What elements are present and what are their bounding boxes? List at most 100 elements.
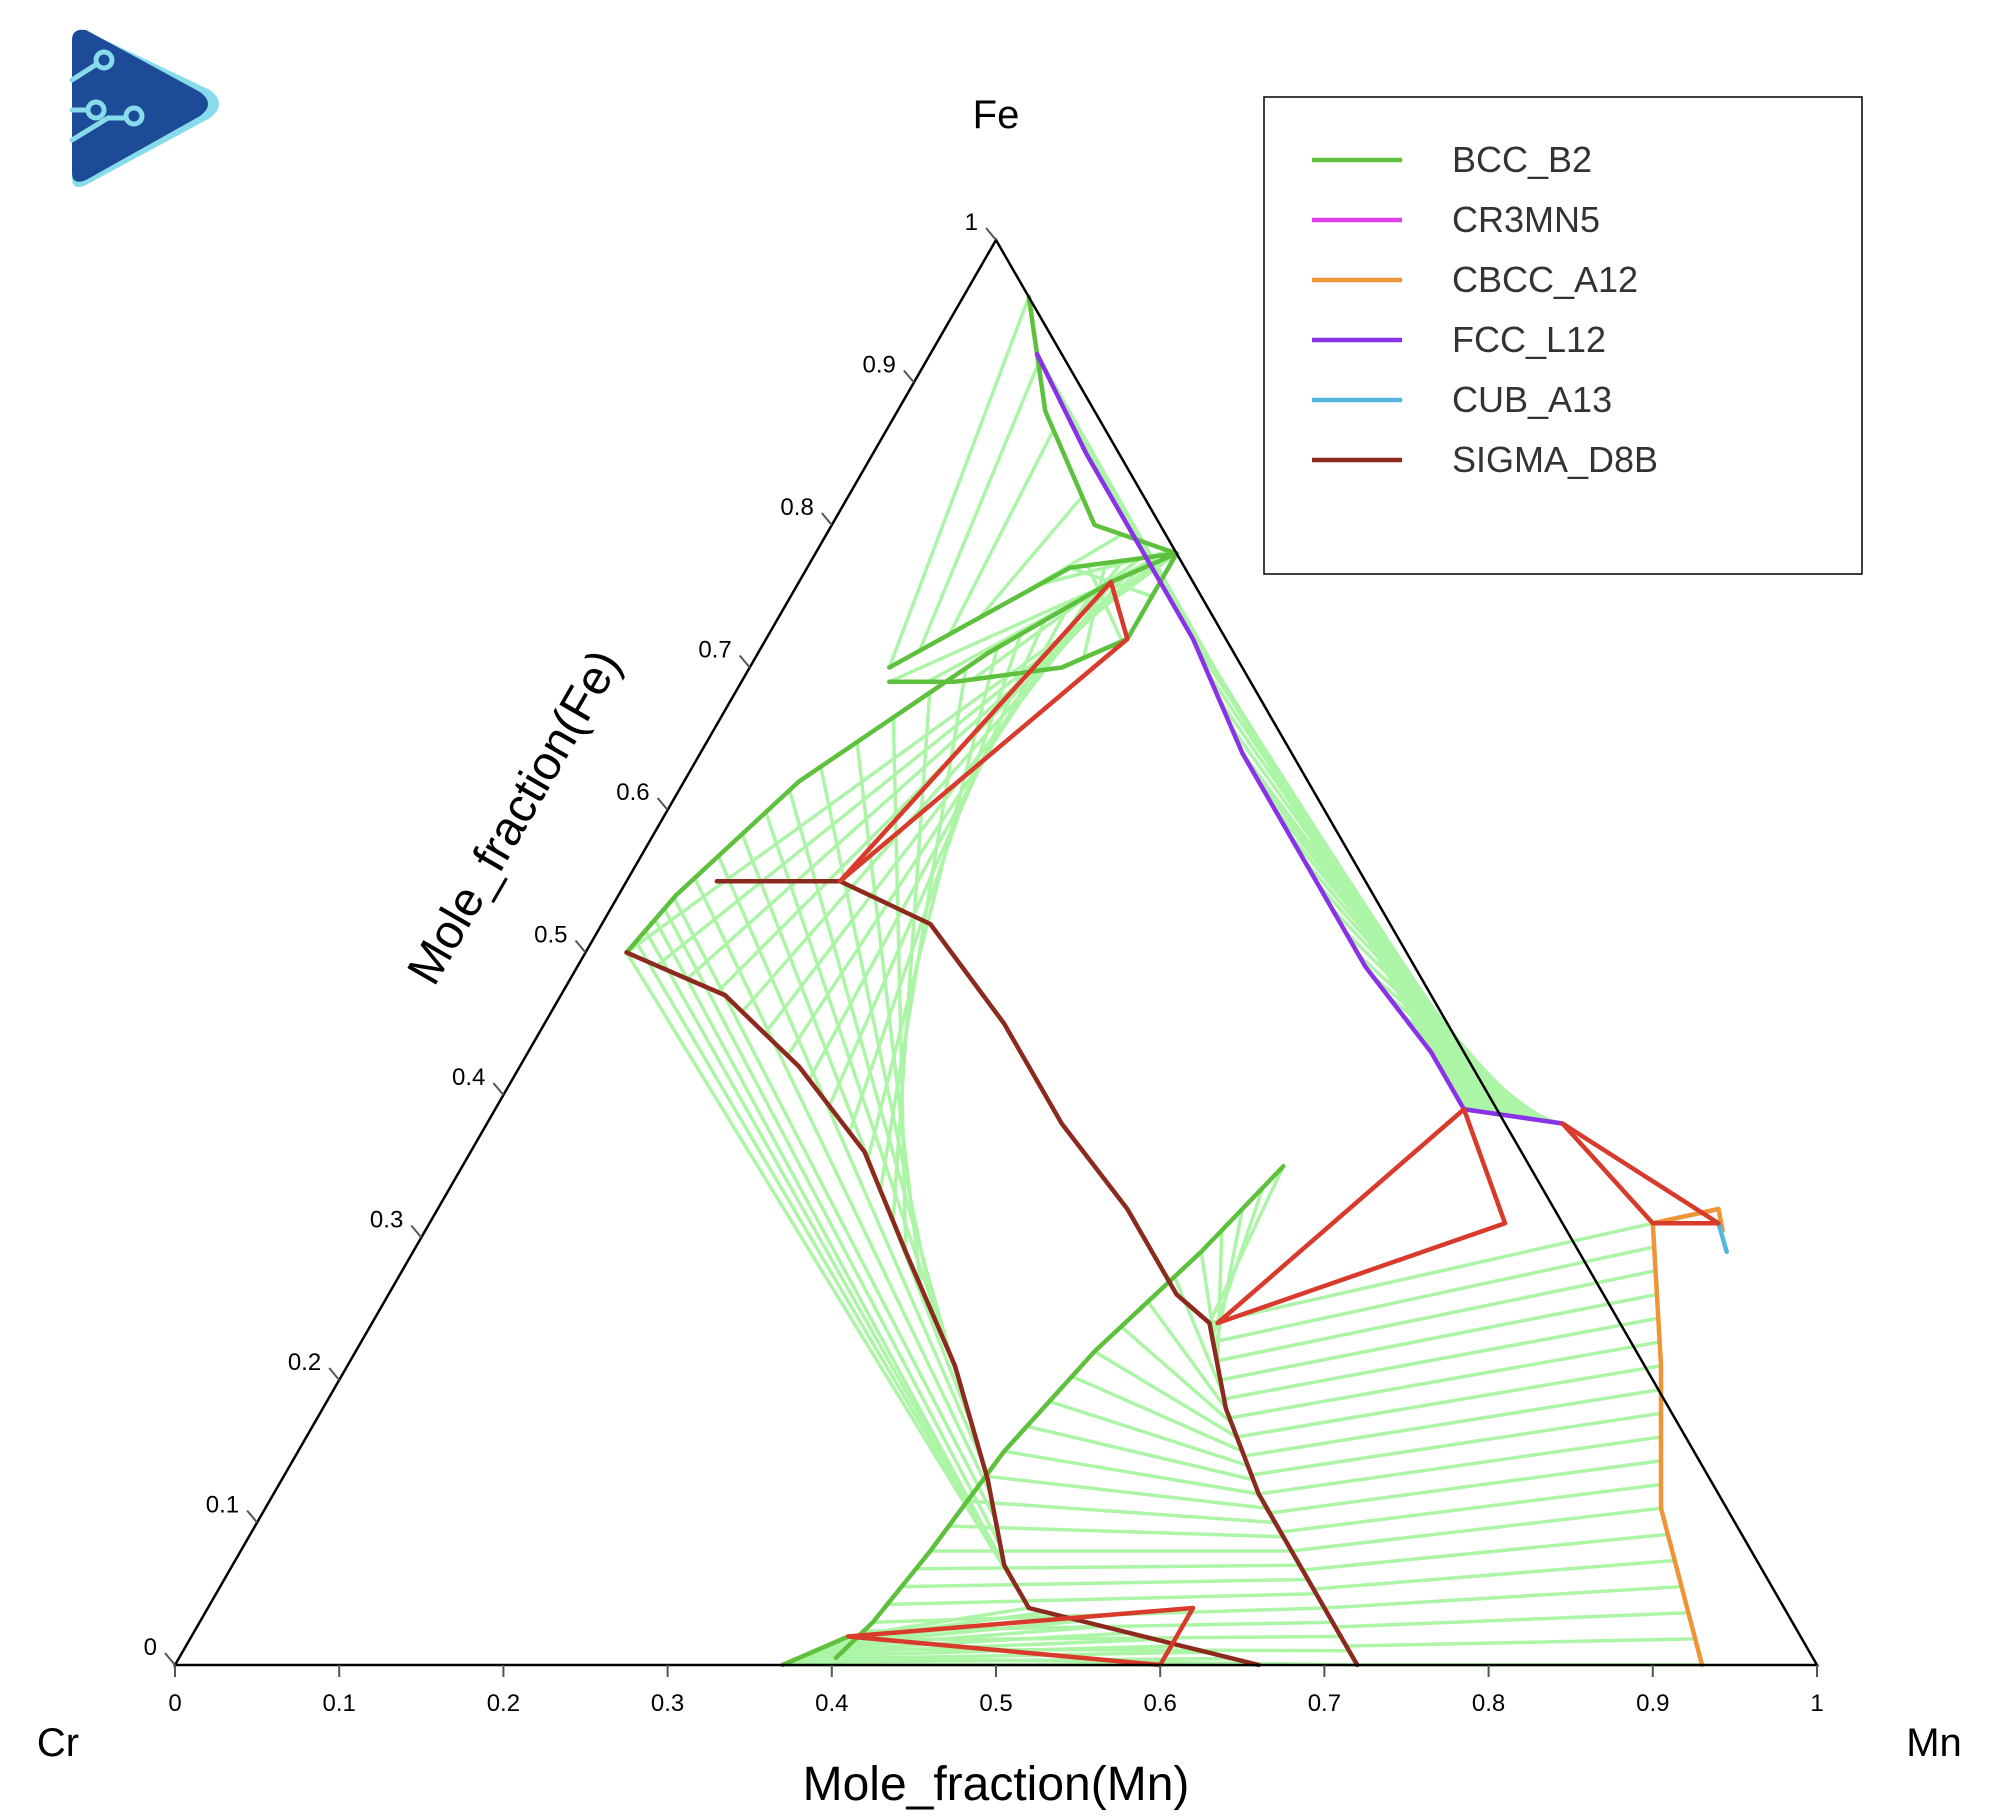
tie-line-17 [764,811,965,1393]
tie-line-65 [1215,1230,1224,1366]
boundary-sigma_d8b-9 [1026,1605,1261,1668]
tie-line-15 [819,766,938,1323]
tie-line-74 [1003,1449,1260,1496]
tie-line-125 [1081,562,1108,659]
left-tick-4 [492,1082,505,1096]
tie-line-98 [1280,1482,1662,1534]
tie-line-25 [634,940,1023,1596]
bottom-tick-label-7: 0.7 [1308,1690,1341,1717]
tie-line-75 [985,1474,1268,1510]
legend-label-fcc_l12: FCC_L12 [1452,319,1606,360]
tie-line-87 [1209,1221,1654,1325]
left-tick-10 [985,227,997,241]
corner-label-top: Fe [973,93,1020,137]
tie-line-90 [1220,1292,1658,1382]
left-tick-3 [410,1224,423,1239]
bottom-tick-label-3: 0.3 [651,1690,684,1717]
x-axis-label: Mole_fraction(Mn) [803,1758,1190,1811]
boundary-fcc_l12-5 [1034,351,1467,1112]
bottom-tick-label-2: 0.2 [487,1690,520,1717]
bottom-tick-label-8: 0.8 [1472,1690,1505,1717]
tie-line-114 [795,1650,1208,1662]
tie-line-5 [763,579,1115,1035]
legend-label-sigma_d8b: SIGMA_D8B [1452,439,1658,480]
boundary-bcc_b2-4 [780,1634,851,1668]
legend-label-cbcc_a12: CBCC_A12 [1452,259,1638,300]
tie-line-94 [1243,1387,1662,1458]
boundary-bcc_b2-2 [887,551,1179,670]
tie-line-77 [948,1524,1284,1539]
boundary-sigma_d8b-10 [1207,1320,1360,1668]
tie-line-97 [1269,1459,1662,1515]
left-tick-label-0: 0 [144,1634,157,1661]
tie-line-88 [1212,1245,1655,1344]
legend: BCC_B2 CR3MN5 CBCC_A12 FCC_L12 CUB_A13 SIGMA_… [1312,139,1658,480]
play-circuit-logo [69,29,219,187]
y-axis-label: Mole_fraction(Fe) [398,641,632,993]
left-tick-label-10: 1 [965,209,978,236]
tie-line-12 [891,692,932,1222]
bottom-tick-label-0: 0 [168,1690,181,1717]
left-tick-label-7: 0.7 [698,637,731,664]
left-tick-9 [903,369,915,384]
tie-line-69 [1120,1325,1233,1425]
left-tick-label-9: 0.9 [863,352,896,379]
tie-line-92 [1229,1340,1660,1420]
tie-line-119 [947,429,1056,636]
tie-line-115 [789,1656,1233,1664]
left-tick-8 [821,512,833,526]
left-tick-6 [656,797,669,811]
tie-line-19 [716,855,985,1463]
tie-line-101 [1313,1558,1675,1591]
tie-line-24 [643,929,1016,1583]
legend-label-cub_a13: CUB_A13 [1452,379,1612,420]
left-tick-0 [164,1652,176,1666]
left-tick-1 [246,1509,258,1524]
left-tick-label-6: 0.6 [616,779,649,806]
corner-label-right: Mn [1906,1721,1962,1765]
tie-line-18 [740,833,975,1428]
tie-line-127 [971,556,1143,681]
tie-line-99 [1291,1506,1662,1553]
tie-line-93 [1236,1364,1662,1439]
tie-line-103 [1335,1611,1689,1629]
tie-line-67 [1172,1276,1225,1395]
tie-line-80 [901,1577,1309,1589]
left-tick-7 [738,654,751,669]
left-tick-2 [328,1367,340,1381]
boundary-cbcc_a12-11 [1650,1206,1725,1233]
tie-line-72 [1048,1399,1249,1468]
three-phase-triangle-2 [1560,1121,1721,1226]
boundary-cbcc_a12-12 [1650,1221,1705,1668]
corner-label-left: Cr [37,1721,79,1765]
boundary-bcc_b2-3 [833,1164,1286,1661]
tie-line-117 [887,296,1031,669]
tie-line-106 [847,1606,1030,1639]
tie-line-23 [653,918,1008,1570]
left-tick-label-2: 0.2 [288,1349,321,1376]
tie-line-91 [1223,1316,1659,1401]
bottom-tick-label-6: 0.6 [1144,1690,1177,1717]
tie-line-104 [1346,1637,1696,1648]
tie-line-118 [917,362,1041,652]
left-tick-label-5: 0.5 [534,922,567,949]
legend-label-bcc_b2: BCC_B2 [1452,139,1592,180]
bottom-tick-label-10: 1 [1810,1690,1823,1717]
tie-line-120 [978,495,1084,619]
tie-line-102 [1324,1584,1682,1610]
boundary-bcc_b2-0 [624,551,1179,955]
three-phase-triangle-0 [837,579,1130,884]
bottom-tick-label-4: 0.4 [815,1690,848,1717]
tie-line-100 [1302,1532,1669,1572]
tie-line-124 [1086,564,1124,643]
tie-line-70 [1093,1349,1238,1439]
tie-line-110 [821,1624,1104,1650]
bottom-tick-label-1: 0.1 [323,1690,356,1717]
boundary-sigma_d8b-7 [714,879,1212,1326]
legend-label-cr3mn5: CR3MN5 [1452,199,1600,240]
tie-line-21 [672,896,997,1521]
three-phase-triangle-1 [1215,1107,1508,1326]
tie-line-73 [1026,1424,1254,1482]
left-tick-label-8: 0.8 [780,494,813,521]
